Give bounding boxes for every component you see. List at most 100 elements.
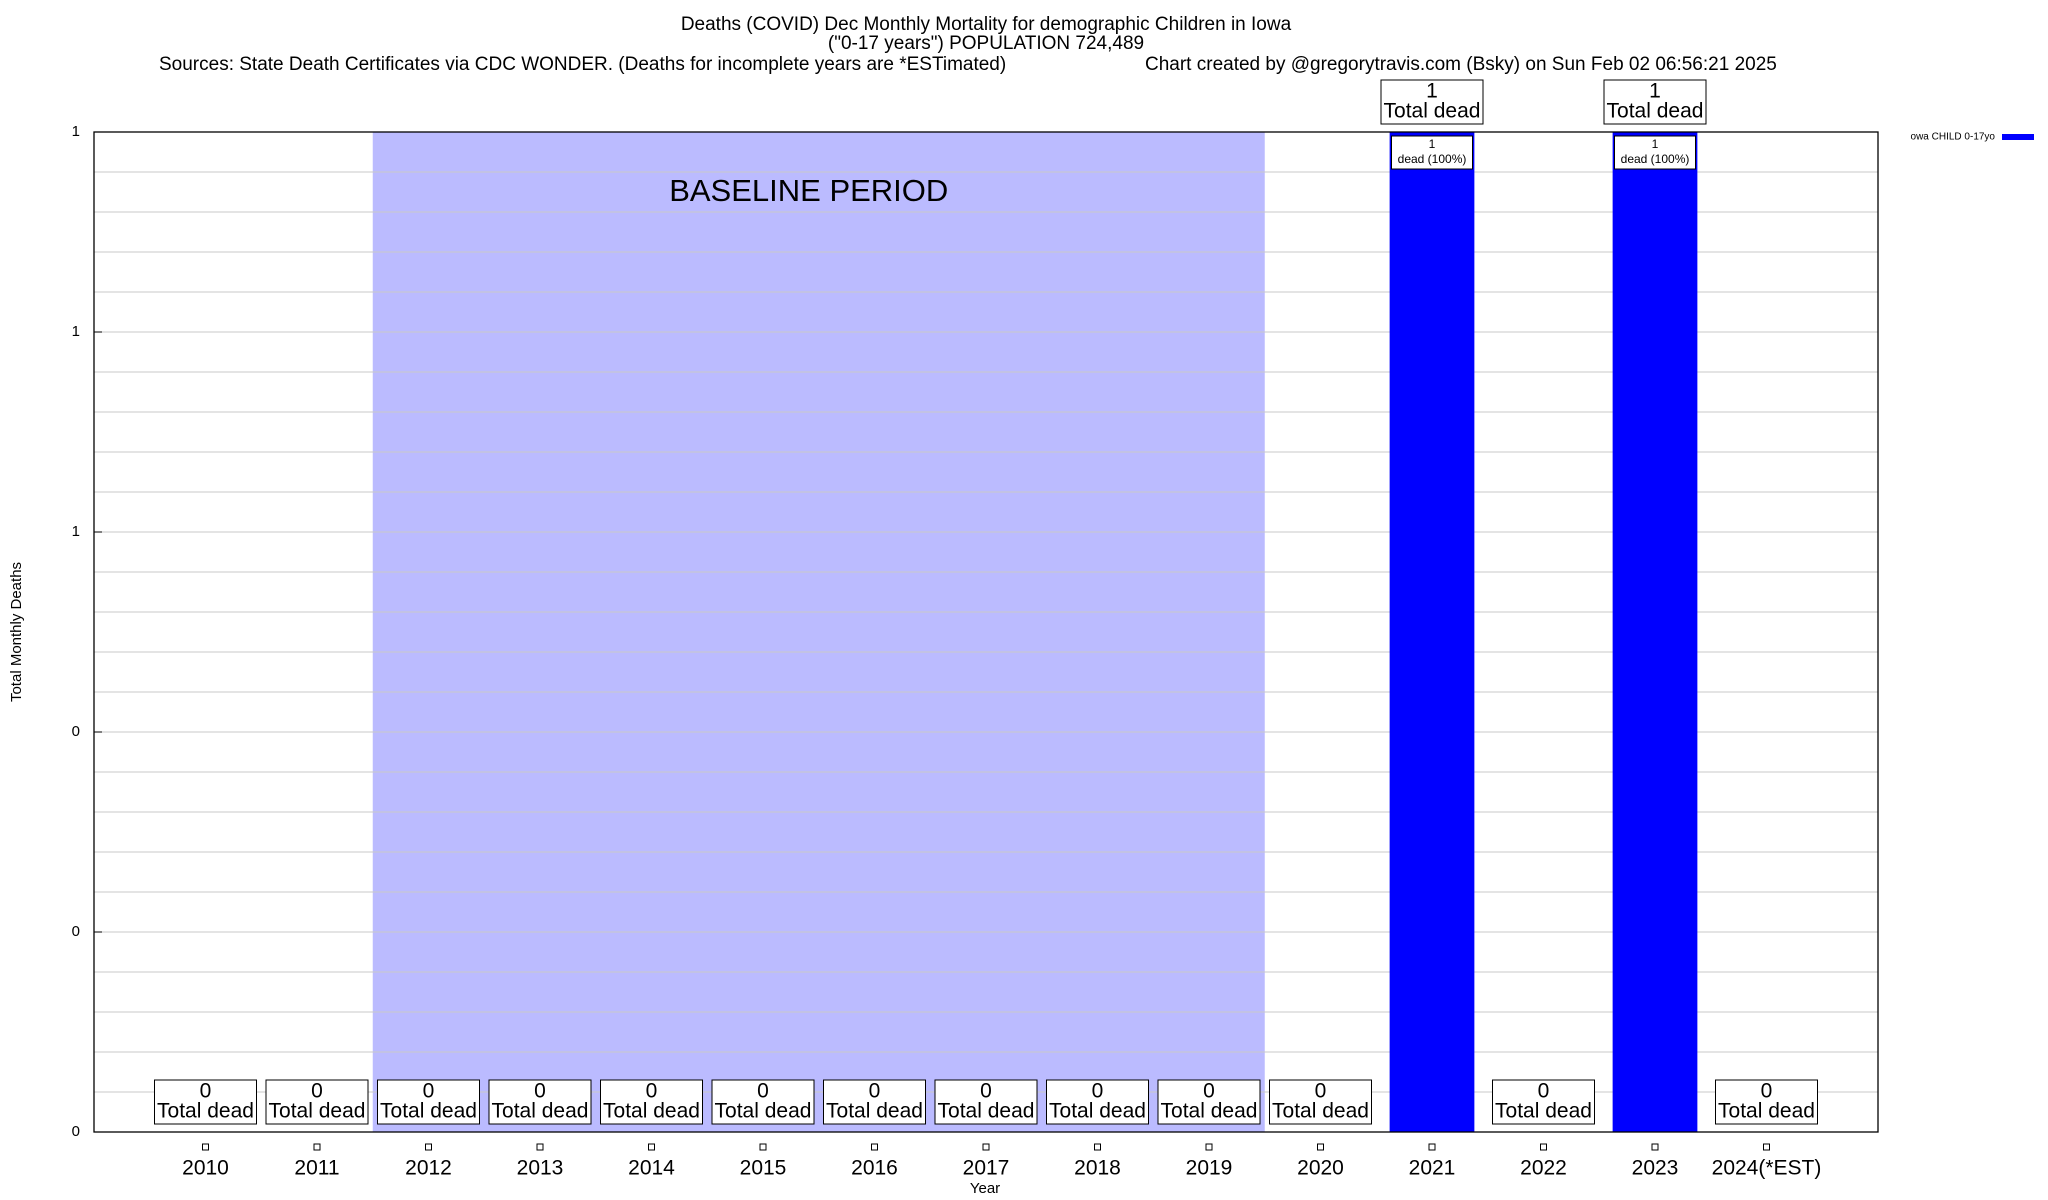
inner-label-caption: dead (100%) [1398, 152, 1467, 166]
total-label-value: 1 [1649, 80, 1661, 103]
x-tick-label: 2016 [851, 1157, 898, 1180]
chart-source: Sources: State Death Certificates via CD… [159, 54, 1006, 75]
total-label-caption: Total dead [1384, 100, 1481, 123]
chart-title: Deaths (COVID) Dec Monthly Mortality for… [681, 14, 1292, 35]
chart-subtitle: ("0-17 years") POPULATION 724,489 [828, 33, 1144, 54]
x-tick-label: 2017 [963, 1157, 1010, 1180]
total-label-caption: Total dead [1718, 1100, 1815, 1123]
x-tick-label: 2022 [1520, 1157, 1567, 1180]
total-label-box [1269, 1079, 1372, 1125]
total-label-caption: Total dead [1272, 1100, 1369, 1123]
x-tick-label: 2013 [517, 1157, 564, 1180]
legend-label: owa CHILD 0-17yo [1911, 132, 1996, 143]
inner-label-value: 1 [1652, 137, 1659, 151]
total-label-box [1157, 1079, 1261, 1125]
y-tick-label: 0 [72, 723, 80, 740]
x-tick-label: 2015 [740, 1157, 787, 1180]
y-tick-label: 1 [72, 323, 80, 340]
inner-label-box [1614, 135, 1696, 170]
total-label-caption: Total dead [938, 1100, 1035, 1123]
x-marker [1763, 1143, 1770, 1151]
x-marker [1205, 1143, 1213, 1151]
x-marker [1428, 1143, 1436, 1151]
total-label-box [377, 1079, 480, 1125]
inner-label-box [1391, 135, 1473, 170]
x-marker [313, 1143, 321, 1151]
x-marker [1094, 1143, 1101, 1151]
x-tick-label: 2024(*EST) [1712, 1157, 1822, 1180]
baseline-region [372, 132, 1265, 1132]
total-label-caption: Total dead [269, 1100, 366, 1123]
total-label-caption: Total dead [826, 1100, 923, 1123]
inner-label-caption: dead (100%) [1621, 152, 1690, 166]
y-tick-label: 0 [72, 1123, 80, 1140]
x-tick-label: 2011 [294, 1157, 339, 1180]
x-marker [536, 1143, 544, 1151]
total-label-box [1380, 79, 1484, 125]
total-label-box [1603, 79, 1707, 125]
total-label-box [823, 1079, 926, 1125]
y-tick-label: 1 [72, 523, 80, 540]
bar [1389, 132, 1475, 1132]
x-marker [871, 1143, 878, 1151]
x-marker [425, 1143, 432, 1151]
total-label-caption: Total dead [603, 1100, 700, 1123]
total-label-box [711, 1079, 815, 1125]
chart-credit: Chart created by @gregorytravis.com (Bsk… [1145, 54, 1777, 75]
total-label-value: 0 [646, 1080, 658, 1103]
total-label-box [1715, 1079, 1818, 1125]
inner-label-value: 1 [1429, 137, 1436, 151]
total-label-value: 0 [980, 1080, 992, 1103]
total-label-box [1492, 1079, 1595, 1125]
y-tick-label: 1 [72, 123, 80, 140]
total-label-box [488, 1079, 592, 1125]
total-label-value: 0 [423, 1080, 435, 1103]
x-tick-label: 2018 [1074, 1157, 1121, 1180]
baseline-label: BASELINE PERIOD [669, 173, 948, 208]
total-label-caption: Total dead [1049, 1100, 1146, 1123]
total-label-value: 0 [311, 1080, 323, 1103]
total-label-caption: Total dead [1607, 100, 1704, 123]
x-marker [648, 1143, 655, 1151]
total-label-caption: Total dead [157, 1100, 254, 1123]
total-label-value: 0 [1203, 1080, 1215, 1103]
total-label-value: 0 [869, 1080, 881, 1103]
y-tick-label: 0 [72, 923, 80, 940]
total-label-caption: Total dead [1161, 1100, 1258, 1123]
x-tick-label: 2023 [1632, 1157, 1679, 1180]
y-axis-label: Total Monthly Deaths [8, 562, 25, 702]
x-marker [1317, 1143, 1324, 1151]
total-label-caption: Total dead [380, 1100, 477, 1123]
total-label-value: 0 [1761, 1080, 1773, 1103]
x-marker [202, 1143, 209, 1151]
total-label-value: 0 [534, 1080, 546, 1103]
total-label-box [265, 1079, 369, 1125]
total-label-value: 0 [200, 1080, 212, 1103]
x-tick-label: 2012 [405, 1157, 452, 1180]
x-marker [759, 1143, 767, 1151]
x-axis-label: Year [970, 1180, 1000, 1197]
total-label-caption: Total dead [1495, 1100, 1592, 1123]
total-label-value: 0 [1092, 1080, 1104, 1103]
x-marker [982, 1143, 990, 1151]
total-label-box [600, 1079, 703, 1125]
x-tick-label: 2014 [628, 1157, 675, 1180]
total-label-value: 0 [1538, 1080, 1550, 1103]
bar [1612, 132, 1698, 1132]
x-tick-label: 2010 [182, 1157, 229, 1180]
plot-frame [93, 131, 1879, 1133]
x-tick-label: 2021 [1409, 1157, 1456, 1180]
total-label-value: 0 [757, 1080, 769, 1103]
legend-swatch [2002, 134, 2034, 140]
total-label-caption: Total dead [715, 1100, 812, 1123]
total-label-caption: Total dead [492, 1100, 589, 1123]
total-label-value: 0 [1315, 1080, 1327, 1103]
total-label-box [154, 1079, 257, 1125]
x-marker [1540, 1143, 1547, 1151]
total-label-value: 1 [1426, 80, 1438, 103]
total-label-box [1046, 1079, 1149, 1125]
x-tick-label: 2020 [1297, 1157, 1344, 1180]
total-label-box [934, 1079, 1038, 1125]
x-tick-label: 2019 [1186, 1157, 1233, 1180]
